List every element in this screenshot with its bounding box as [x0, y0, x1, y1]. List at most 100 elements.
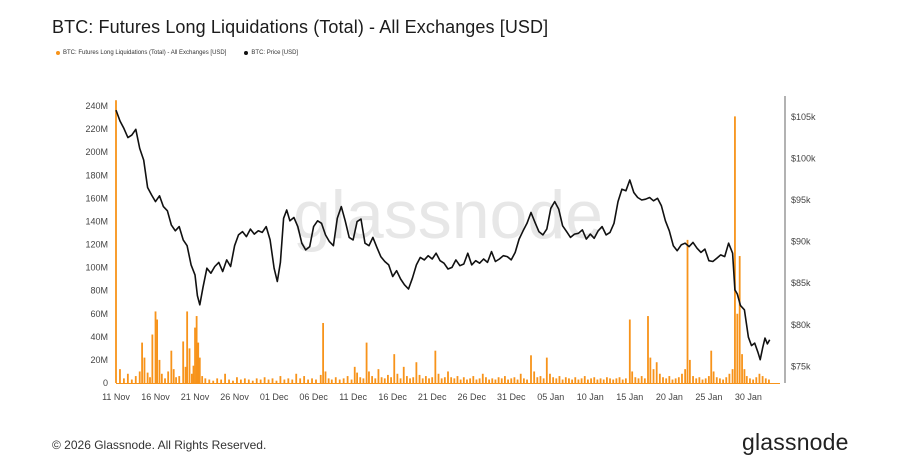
liquidation-bar[interactable]	[216, 378, 219, 383]
liquidation-bar[interactable]	[374, 378, 377, 383]
liquidation-bar[interactable]	[130, 379, 133, 383]
liquidation-bar[interactable]	[731, 369, 734, 383]
liquidation-bar[interactable]	[571, 379, 574, 383]
liquidation-bar[interactable]	[764, 378, 767, 383]
liquidation-bar[interactable]	[612, 379, 615, 383]
liquidation-bar[interactable]	[558, 376, 561, 383]
liquidation-bar[interactable]	[428, 378, 430, 383]
liquidation-bar[interactable]	[415, 362, 418, 383]
liquidation-bar[interactable]	[485, 377, 487, 383]
liquidation-bar[interactable]	[681, 373, 683, 383]
liquidation-bar[interactable]	[628, 319, 631, 383]
liquidation-bar[interactable]	[665, 378, 668, 383]
liquidation-bar[interactable]	[251, 380, 254, 383]
liquidation-bar[interactable]	[184, 366, 187, 383]
liquidation-bar[interactable]	[712, 371, 715, 383]
liquidation-bar[interactable]	[146, 372, 149, 383]
liquidation-bar[interactable]	[390, 377, 392, 383]
liquidation-bar[interactable]	[738, 256, 741, 383]
liquidation-bar[interactable]	[377, 369, 380, 383]
liquidation-bar[interactable]	[371, 376, 374, 383]
liquidation-bar[interactable]	[167, 371, 170, 383]
liquidation-bar[interactable]	[618, 377, 621, 383]
liquidation-bar[interactable]	[450, 377, 453, 383]
liquidation-bar[interactable]	[186, 311, 189, 383]
liquidation-bar[interactable]	[519, 373, 522, 383]
liquidation-bar[interactable]	[580, 378, 583, 383]
liquidation-bar[interactable]	[232, 380, 234, 383]
liquidation-bar[interactable]	[434, 350, 437, 383]
liquidation-bar[interactable]	[507, 379, 509, 383]
liquidation-bar[interactable]	[707, 376, 710, 383]
liquidation-bar[interactable]	[194, 327, 196, 383]
liquidation-bar[interactable]	[456, 376, 459, 383]
price-line[interactable]	[115, 109, 771, 361]
liquidation-bar[interactable]	[472, 376, 475, 383]
liquidation-bar[interactable]	[504, 376, 506, 383]
liquidation-bar[interactable]	[539, 376, 542, 383]
liquidation-bar[interactable]	[143, 357, 146, 383]
liquidation-bar[interactable]	[440, 378, 443, 383]
liquidation-bar[interactable]	[513, 377, 516, 383]
liquidation-bar[interactable]	[710, 350, 713, 383]
liquidation-bar[interactable]	[267, 379, 270, 383]
liquidation-bar[interactable]	[156, 319, 159, 383]
liquidation-bar[interactable]	[275, 380, 278, 383]
liquidation-bar[interactable]	[494, 379, 497, 383]
liquidation-bar[interactable]	[327, 378, 330, 383]
liquidation-bar[interactable]	[431, 377, 434, 383]
liquidation-bar[interactable]	[478, 378, 481, 383]
liquidation-bar[interactable]	[743, 369, 746, 383]
liquidation-bar[interactable]	[224, 373, 226, 383]
liquidation-bar[interactable]	[365, 342, 368, 383]
liquidation-bar[interactable]	[399, 378, 402, 383]
liquidation-bar[interactable]	[311, 378, 313, 383]
liquidation-bar[interactable]	[141, 342, 143, 383]
liquidation-bar[interactable]	[734, 116, 736, 383]
liquidation-bar[interactable]	[380, 377, 383, 383]
liquidation-bar[interactable]	[330, 379, 333, 383]
liquidation-bar[interactable]	[674, 378, 677, 383]
liquidation-bar[interactable]	[220, 379, 223, 383]
legend-item-liquidations[interactable]: BTC: Futures Long Liquidations (Total) -…	[56, 50, 226, 56]
liquidation-bar[interactable]	[287, 378, 290, 383]
liquidation-bar[interactable]	[526, 379, 528, 383]
liquidation-bar[interactable]	[761, 376, 764, 383]
liquidation-bar[interactable]	[536, 377, 539, 383]
liquidation-bar[interactable]	[164, 378, 166, 383]
liquidation-bar[interactable]	[437, 373, 440, 383]
liquidation-bar[interactable]	[688, 359, 691, 383]
liquidation-bar[interactable]	[356, 372, 358, 383]
liquidation-bar[interactable]	[198, 357, 201, 383]
liquidation-bar[interactable]	[263, 377, 266, 383]
liquidation-bar[interactable]	[421, 378, 424, 383]
liquidation-bar[interactable]	[568, 378, 570, 383]
liquidation-bar[interactable]	[662, 377, 664, 383]
liquidation-bar[interactable]	[577, 379, 580, 383]
liquidation-bar[interactable]	[299, 378, 302, 383]
liquidation-bar[interactable]	[259, 379, 262, 383]
liquidation-bar[interactable]	[668, 376, 671, 383]
liquidation-bar[interactable]	[424, 376, 427, 383]
liquidation-bar[interactable]	[459, 379, 462, 383]
liquidation-bar[interactable]	[692, 376, 694, 383]
liquidation-bar[interactable]	[481, 373, 484, 383]
liquidation-bar[interactable]	[752, 379, 755, 383]
liquidation-bar[interactable]	[491, 378, 494, 383]
liquidation-bar[interactable]	[175, 377, 177, 383]
liquidation-bar[interactable]	[350, 379, 353, 383]
liquidation-bar[interactable]	[615, 378, 618, 383]
liquidation-bar[interactable]	[758, 373, 761, 383]
liquidation-bar[interactable]	[695, 378, 698, 383]
liquidation-bar[interactable]	[396, 373, 399, 383]
liquidation-bar[interactable]	[631, 371, 634, 383]
liquidation-bar[interactable]	[609, 378, 611, 383]
liquidation-bar[interactable]	[123, 378, 125, 383]
liquidation-bar[interactable]	[649, 357, 652, 383]
liquidation-bar[interactable]	[741, 354, 743, 383]
liquidation-bar[interactable]	[596, 379, 599, 383]
liquidation-bar[interactable]	[602, 379, 605, 383]
liquidation-bar[interactable]	[736, 313, 739, 383]
liquidation-bar[interactable]	[170, 350, 173, 383]
liquidation-bar[interactable]	[643, 378, 646, 383]
